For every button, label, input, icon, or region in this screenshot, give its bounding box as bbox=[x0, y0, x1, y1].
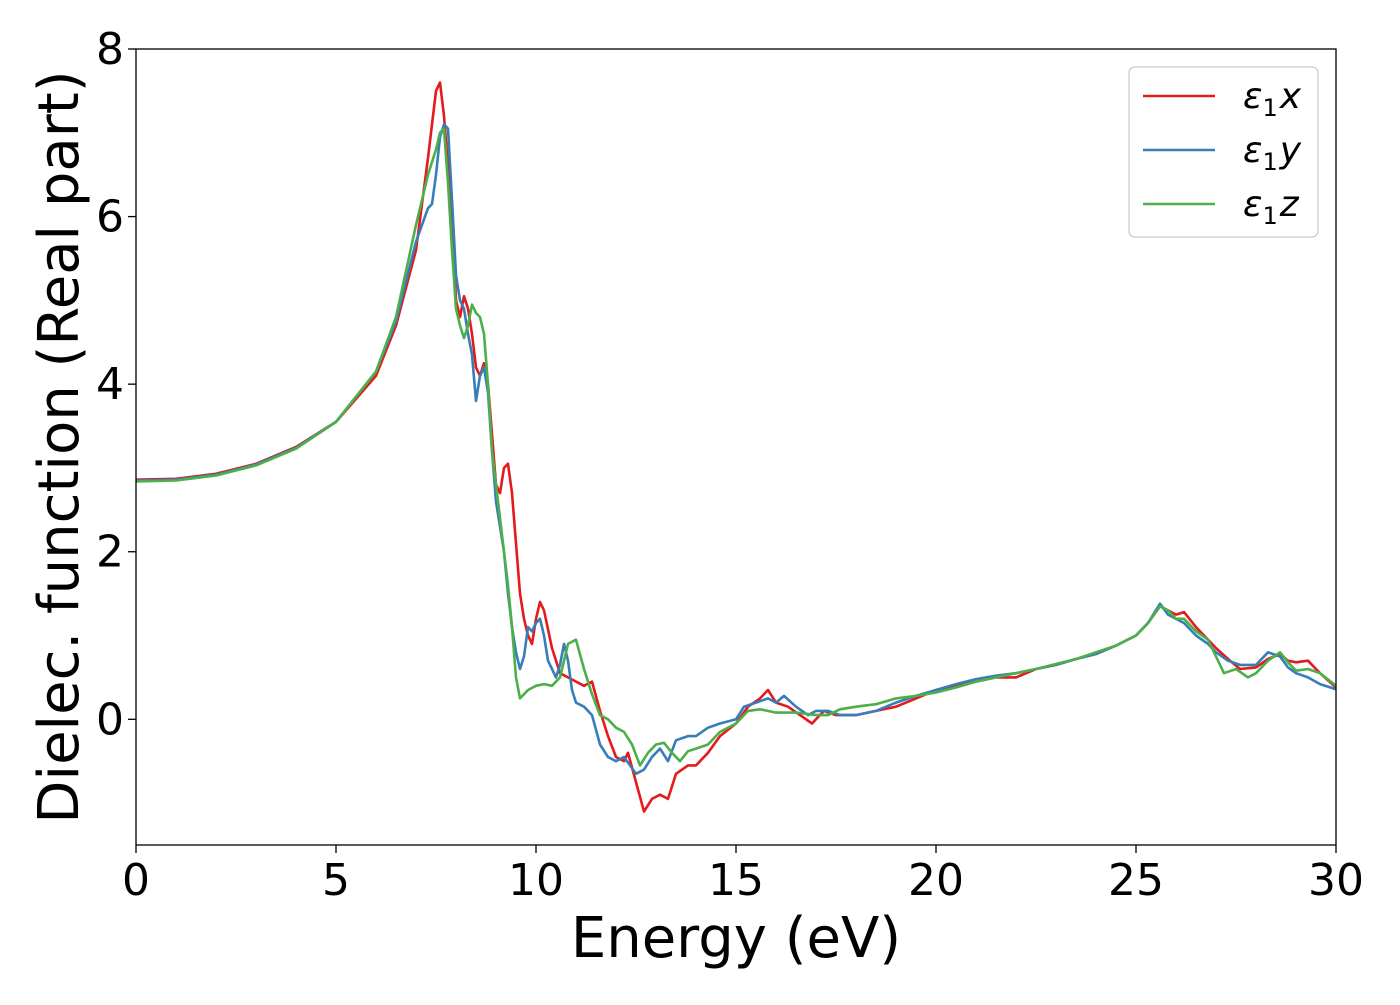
y-tick-label: 8 bbox=[96, 24, 124, 75]
x-tick-label: 25 bbox=[1108, 855, 1164, 906]
y-tick-label: 0 bbox=[96, 694, 124, 745]
legend-label: ε1y bbox=[1243, 130, 1302, 176]
x-tick-label: 0 bbox=[122, 855, 150, 906]
series-line-z bbox=[136, 127, 1336, 767]
x-tick-label: 5 bbox=[322, 855, 350, 906]
x-tick-label: 20 bbox=[908, 855, 964, 906]
y-tick-label: 4 bbox=[96, 359, 124, 410]
legend-entries: ε1x ε1y ε1z bbox=[1143, 76, 1302, 230]
y-axis-title: Dielec. function (Real part) bbox=[27, 70, 92, 823]
x-axis-title: Energy (eV) bbox=[571, 906, 901, 971]
x-tick-label: 15 bbox=[708, 855, 764, 906]
series-layer bbox=[136, 81, 1336, 813]
legend: ε1x ε1y ε1z bbox=[1128, 66, 1319, 238]
x-tick-label: 30 bbox=[1308, 855, 1364, 906]
y-tick-label: 6 bbox=[96, 192, 124, 243]
y-tick-label: 2 bbox=[96, 527, 124, 578]
legend-box bbox=[1128, 66, 1319, 238]
legend-label: ε1z bbox=[1243, 184, 1300, 230]
x-tick-label: 10 bbox=[508, 855, 564, 906]
ticks-layer: 0 5 10 15 20 25 30 0 2 4 6 8 bbox=[96, 24, 1364, 906]
legend-label: ε1x bbox=[1243, 76, 1302, 122]
